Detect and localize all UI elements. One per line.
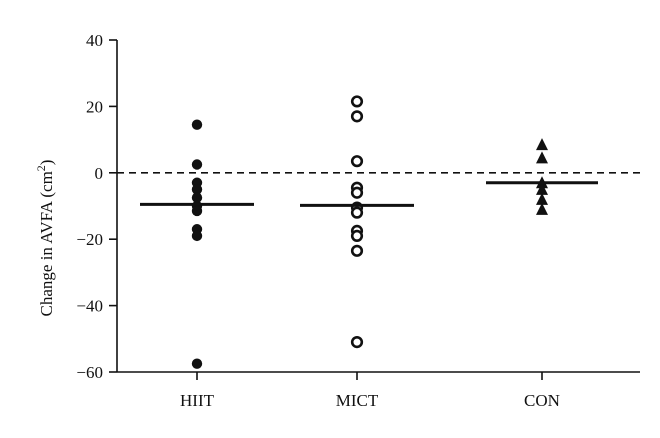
data-point [191,192,203,203]
data-point [350,155,364,168]
y-tick-label: 20 [86,97,103,116]
data-point [350,229,364,242]
data-point [350,186,364,199]
axis-layer: 40 20 0 −20 −40 −60 HIIT MICT CON [76,31,640,410]
data-point [191,184,203,195]
data-point [350,336,364,349]
data-point [350,110,364,123]
x-tick-label: CON [524,391,560,410]
data-point [191,205,203,217]
y-axis-title-main: Change in AVFA (cm [37,171,56,316]
x-tick-label: HIIT [180,391,215,410]
y-axis-title-close: ) [37,160,56,166]
data-point [191,358,203,369]
data-point [536,182,548,195]
data-point [536,138,548,151]
data-point [191,119,203,130]
y-axis-title-sup: 2 [34,165,48,171]
y-tick-label: −20 [76,230,103,249]
data-point [191,159,203,170]
data-point [350,95,364,108]
y-axis-title: Change in AVFA (cm2) [34,160,56,317]
y-tick-label: 0 [95,164,104,183]
data-point [350,244,364,257]
data-point [536,192,548,205]
points-layer [140,95,598,369]
data-point [191,230,203,242]
data-point [536,202,548,215]
y-tick-label: −60 [76,363,103,382]
data-point [350,206,364,219]
y-tick-label: 40 [86,31,103,50]
x-tick-label: MICT [336,391,379,410]
y-tick-label: −40 [76,297,103,316]
data-point [536,151,548,164]
